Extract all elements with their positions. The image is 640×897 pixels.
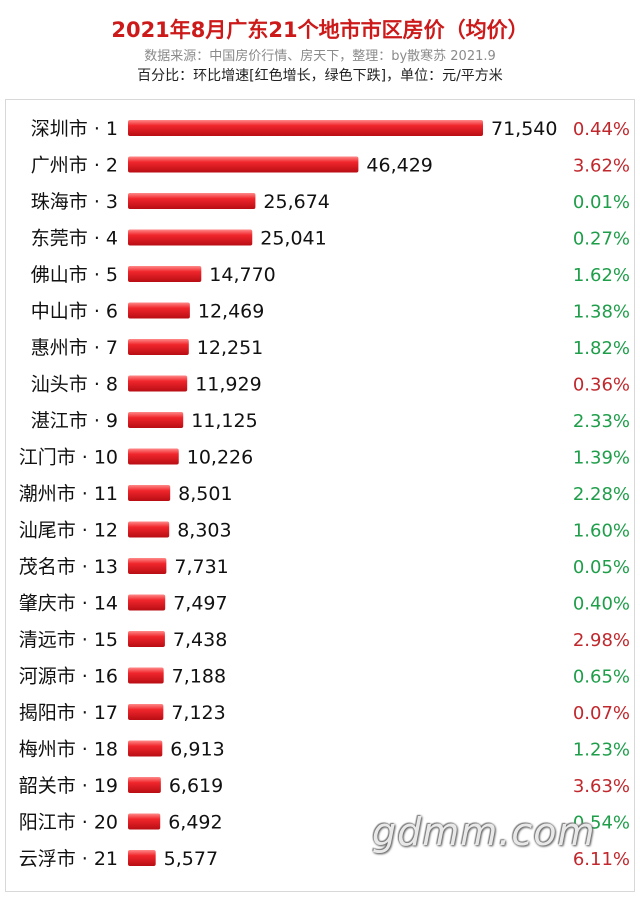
category-label: 广州市 · 2 (31, 155, 118, 177)
value-label: 10,226 (187, 447, 253, 469)
category-label: 汕尾市 · 12 (19, 520, 118, 542)
value-label: 7,123 (171, 702, 225, 724)
bar (128, 375, 188, 392)
bar (128, 412, 184, 428)
bar (128, 777, 161, 793)
category-label: 梅州市 · 18 (19, 739, 118, 761)
change-percent-label: 0.54% (573, 813, 630, 834)
change-percent-label: 3.62% (573, 156, 630, 177)
value-label: 46,429 (366, 155, 432, 177)
category-label: 湛江市 · 9 (31, 410, 118, 432)
bar (128, 594, 166, 611)
bar (128, 667, 164, 684)
value-label: 71,540 (491, 118, 557, 140)
bar (128, 302, 190, 319)
bar (128, 156, 359, 173)
bar (128, 485, 171, 501)
bar (128, 448, 179, 465)
change-percent-label: 0.01% (573, 192, 630, 213)
value-label: 7,731 (174, 556, 228, 578)
value-label: 14,770 (209, 264, 275, 286)
change-percent-label: 0.40% (573, 594, 630, 615)
category-label: 江门市 · 10 (19, 447, 118, 469)
bar (128, 339, 189, 355)
change-percent-label: 1.62% (573, 265, 630, 286)
value-label: 7,188 (172, 666, 226, 688)
category-label: 河源市 · 16 (19, 666, 118, 688)
value-label: 11,929 (195, 374, 261, 396)
bar (128, 704, 164, 720)
change-percent-label: 1.23% (573, 740, 630, 761)
change-percent-label: 0.27% (573, 229, 630, 250)
value-label: 11,125 (191, 410, 257, 432)
category-label: 云浮市 · 21 (19, 848, 118, 870)
category-label: 东莞市 · 4 (31, 228, 118, 250)
category-label: 珠海市 · 3 (31, 191, 118, 213)
change-percent-label: 6.11% (573, 849, 630, 870)
value-label: 6,619 (169, 775, 223, 797)
category-label: 潮州市 · 11 (19, 483, 118, 505)
legend-note: 百分比：环比增速[红色增长，绿色下跌]，单位：元/平方米 (137, 68, 503, 84)
category-label: 肇庆市 · 14 (19, 593, 118, 615)
change-percent-label: 0.05% (573, 557, 630, 578)
change-percent-label: 1.38% (573, 302, 630, 323)
category-label: 汕头市 · 8 (31, 374, 118, 396)
change-percent-label: 0.65% (573, 667, 630, 688)
category-label: 惠州市 · 7 (31, 337, 118, 359)
change-percent-label: 3.63% (573, 776, 630, 797)
bar (128, 850, 156, 866)
value-label: 6,492 (168, 812, 222, 834)
bar (128, 120, 483, 136)
category-label: 佛山市 · 5 (31, 264, 118, 286)
data-source-note: 数据来源：中国房价行情、房天下，整理：by散寒苏 2021.9 (144, 49, 496, 64)
bar (128, 193, 256, 209)
value-label: 7,497 (173, 593, 227, 615)
change-percent-label: 2.33% (573, 411, 630, 432)
category-label: 揭阳市 · 17 (19, 702, 118, 724)
value-label: 12,469 (198, 301, 264, 323)
category-label: 韶关市 · 19 (19, 775, 118, 797)
watermark-text: gdmm.com (372, 810, 596, 854)
value-label: 8,501 (178, 483, 232, 505)
change-percent-label: 0.36% (573, 375, 630, 396)
bar (128, 229, 253, 246)
bar (128, 521, 170, 538)
category-label: 中山市 · 6 (31, 301, 118, 323)
value-label: 7,438 (173, 629, 227, 651)
change-percent-label: 0.07% (573, 703, 630, 724)
category-label: 茂名市 · 13 (19, 556, 118, 578)
bar (128, 813, 161, 830)
value-label: 6,913 (170, 739, 224, 761)
bar (128, 631, 165, 647)
bar (128, 558, 167, 574)
category-label: 深圳市 · 1 (31, 118, 118, 140)
change-percent-label: 2.98% (573, 630, 630, 651)
change-percent-label: 2.28% (573, 484, 630, 505)
value-label: 8,303 (177, 520, 231, 542)
category-label: 清远市 · 15 (19, 629, 118, 651)
bar (128, 266, 202, 282)
change-percent-label: 1.39% (573, 448, 630, 469)
value-label: 25,674 (263, 191, 329, 213)
category-label: 阳江市 · 20 (19, 812, 118, 834)
bar (128, 740, 163, 757)
change-percent-label: 1.82% (573, 338, 630, 359)
chart-frame (5, 99, 635, 892)
value-label: 5,577 (164, 848, 218, 870)
chart-title: 2021年8月广东21个地市市区房价（均价） (111, 18, 529, 42)
value-label: 25,041 (260, 228, 326, 250)
change-percent-label: 0.44% (573, 119, 630, 140)
change-percent-label: 1.60% (573, 521, 630, 542)
value-label: 12,251 (197, 337, 263, 359)
